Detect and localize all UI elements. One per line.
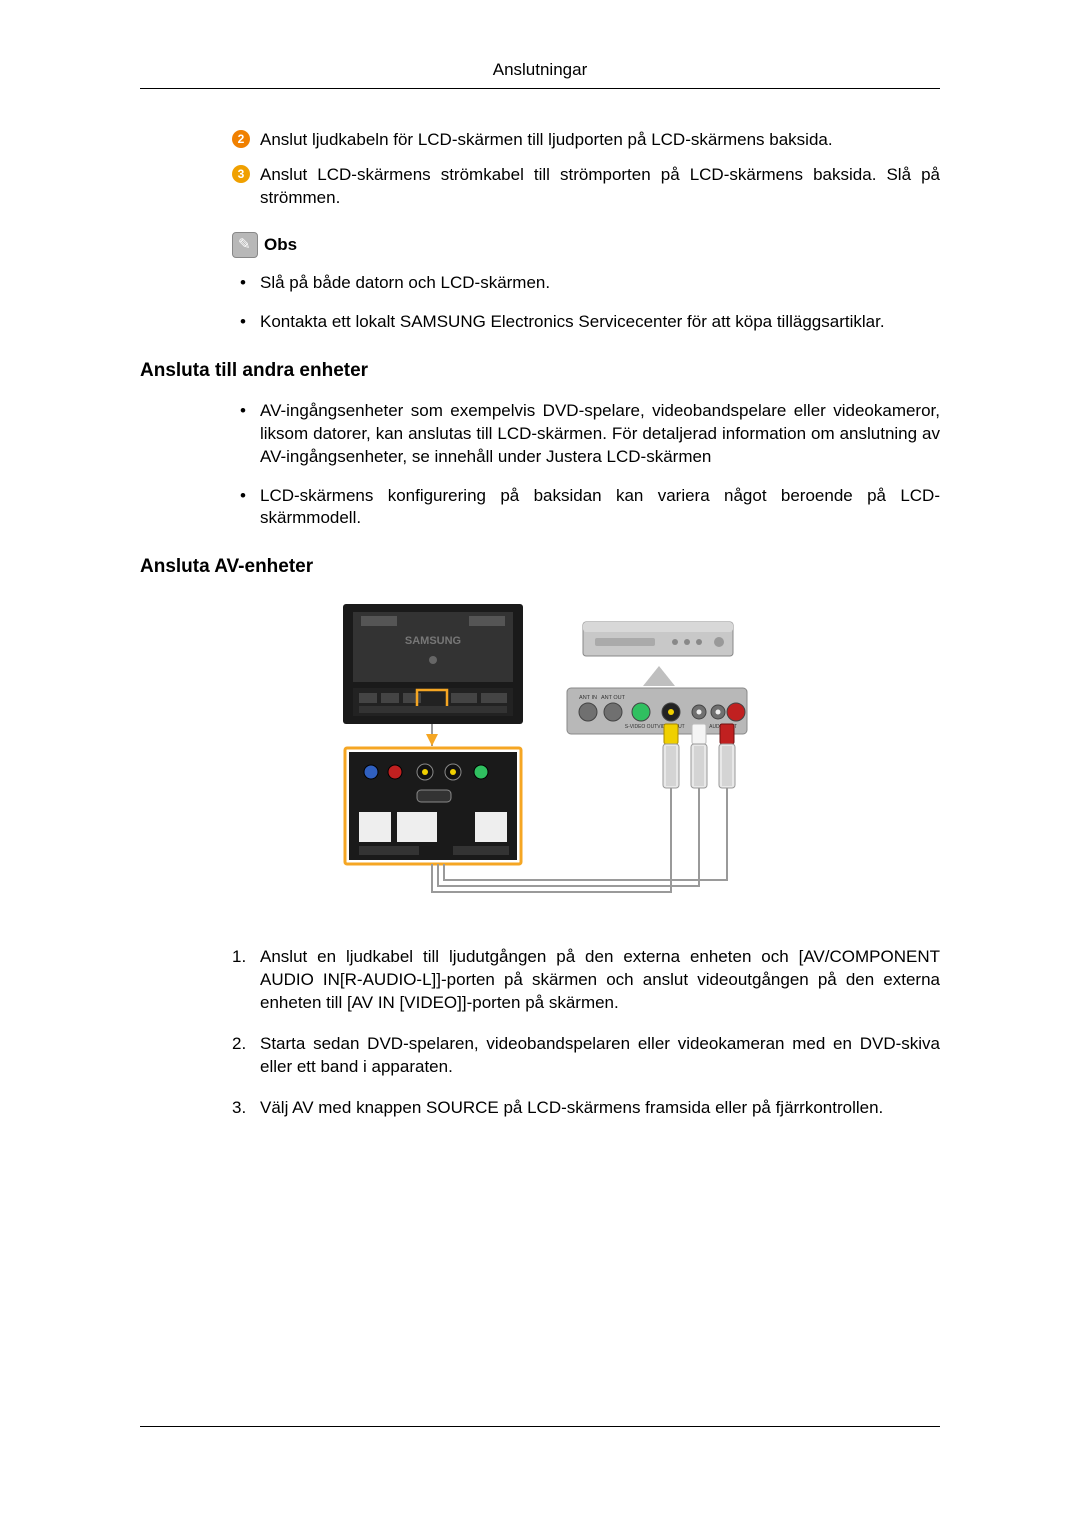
svg-text:SAMSUNG: SAMSUNG [405,635,461,647]
av-step-3: Välj AV med knappen SOURCE på LCD-skärme… [232,1097,940,1120]
section1-bullet-1: AV-ingångsenheter som exempelvis DVD-spe… [232,400,940,469]
port-panel-icon [345,748,521,864]
av-diagram-svg: SAMSUNG [325,596,755,916]
section1-bullet-2: LCD-skärmens konfigurering på baksidan k… [232,485,940,531]
note-bullets: Slå på både datorn och LCD-skärmen. Kont… [232,272,940,334]
step-2: 2 Anslut ljudkabeln för LCD-skärmen till… [232,129,940,152]
av-steps-list: Anslut en ljudkabel till ljudutgången på… [232,946,940,1120]
svg-text:ANT IN: ANT IN [579,695,597,701]
av-step-1: Anslut en ljudkabel till ljudutgången på… [232,946,940,1015]
up-arrow-icon [643,666,675,686]
step-3-text: Anslut LCD-skärmens strömkabel till strö… [260,164,940,210]
page-header-title: Anslutningar [140,60,940,80]
step-2-badge: 2 [232,130,250,148]
tv-icon: SAMSUNG [343,604,523,724]
rca-plugs [663,724,735,788]
av-diagram: SAMSUNG [140,596,940,916]
section1-bullets: AV-ingångsenheter som exempelvis DVD-spe… [232,400,940,531]
note-bullet-2: Kontakta ett lokalt SAMSUNG Electronics … [232,311,940,334]
section-heading-av-devices: Ansluta AV-enheter [140,556,940,578]
note-bullet-1: Slå på både datorn och LCD-skärmen. [232,272,940,295]
step-3: 3 Anslut LCD-skärmens strömkabel till st… [232,164,940,210]
svg-text:S-VIDEO OUT: S-VIDEO OUT [625,724,658,730]
footer-divider [140,1426,940,1427]
svg-text:ANT OUT: ANT OUT [601,695,626,701]
section-heading-other-devices: Ansluta till andra enheter [140,360,940,382]
step-2-text: Anslut ljudkabeln för LCD-skärmen till l… [260,129,833,152]
av-step-2: Starta sedan DVD-spelaren, videobandspel… [232,1033,940,1079]
header-divider [140,88,940,89]
step-3-badge: 3 [232,165,250,183]
dvd-player-icon [583,622,733,656]
note-block: Obs [232,232,940,258]
note-pencil-icon [232,232,258,258]
note-label: Obs [264,235,297,255]
